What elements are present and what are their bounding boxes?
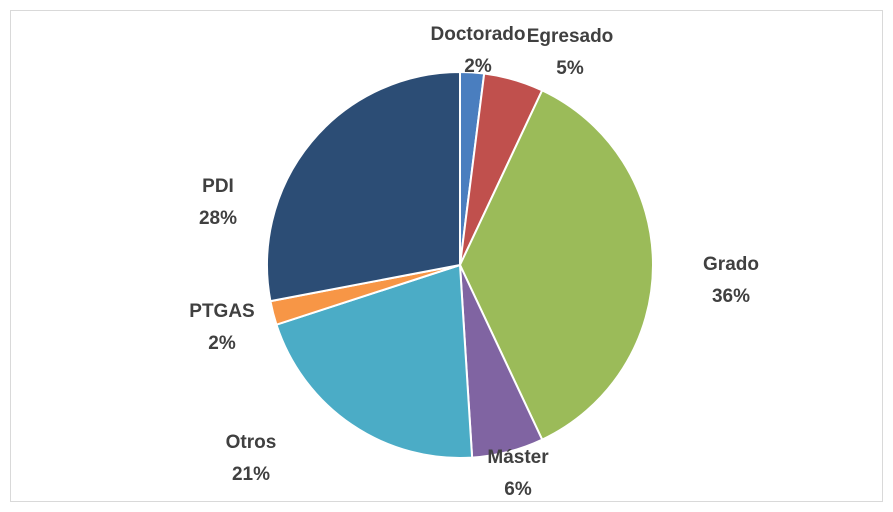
slice-category-label: Máster [487, 447, 549, 468]
slice-category-label: PDI [202, 176, 234, 197]
slice-value-label: 6% [504, 479, 532, 500]
slice-category-label: PTGAS [189, 301, 254, 322]
slice-value-label: 5% [556, 58, 584, 79]
pie-slice [458, 89, 654, 441]
slice-category-label: Doctorado [431, 24, 526, 45]
slice-value-label: 28% [199, 208, 237, 229]
pie-slice [266, 70, 461, 303]
slice-category-label: Grado [703, 254, 759, 275]
slice-category-label: Otros [226, 432, 277, 453]
pie-slice [275, 263, 474, 459]
slice-value-label: 2% [464, 56, 492, 77]
slice-value-label: 36% [712, 286, 750, 307]
slice-value-label: 2% [208, 333, 236, 354]
slice-value-label: 21% [232, 464, 270, 485]
slice-category-label: Egresado [527, 26, 614, 47]
